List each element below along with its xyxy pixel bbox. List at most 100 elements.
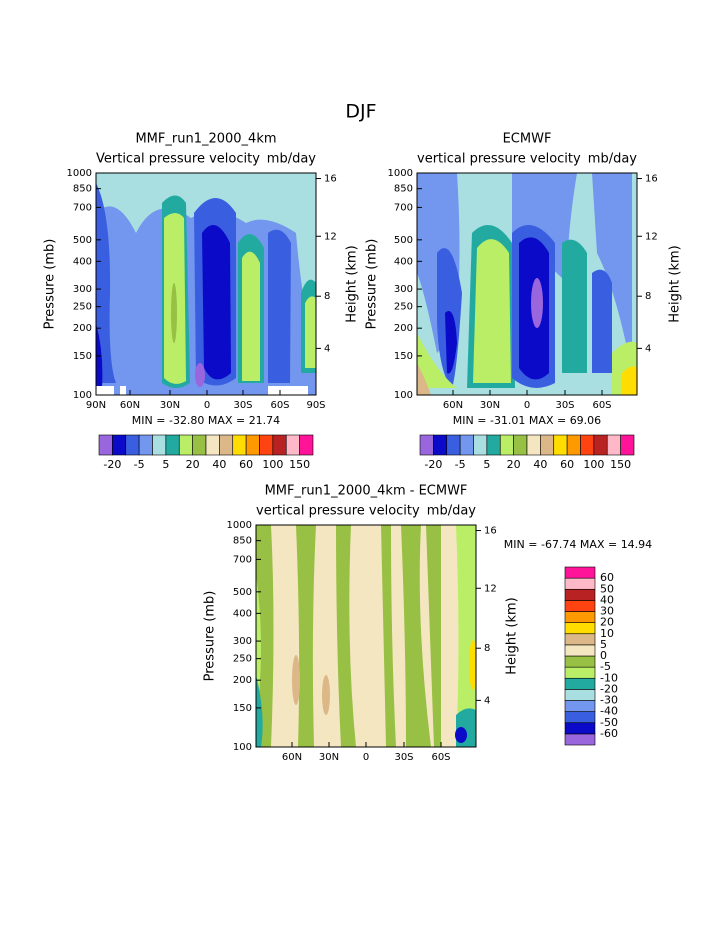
colorbar-box	[272, 434, 287, 456]
colorbar-box	[152, 434, 167, 456]
colorbar-box	[566, 434, 581, 456]
colorbar-box	[564, 689, 596, 701]
colorbar-label: 150	[289, 458, 310, 471]
y-tick-label: 300	[394, 284, 413, 295]
y-tick-label: 150	[233, 703, 252, 714]
panel-units: mb/day	[267, 152, 317, 167]
colorbar-box	[593, 434, 608, 456]
y-axis-label: Pressure (mb)	[365, 239, 380, 330]
contour-region	[242, 251, 260, 381]
y2-axis-label: Height (km)	[668, 245, 683, 322]
colorbar-box	[526, 434, 541, 456]
colorbar-box	[564, 644, 596, 657]
colorbar-box	[580, 434, 595, 456]
y-tick-label: 100	[73, 390, 92, 401]
colorbar-box	[564, 622, 596, 635]
colorbar-box	[564, 600, 596, 612]
y2-tick-label: 4	[645, 343, 651, 354]
colorbar-box	[446, 434, 461, 456]
colorbar-box	[245, 434, 260, 456]
colorbar-label: 40	[212, 458, 226, 471]
y-tick-label: 250	[73, 302, 92, 313]
contour-region	[268, 229, 291, 383]
contour-region	[531, 278, 543, 328]
colorbar-label: 150	[610, 458, 631, 471]
contour-region	[256, 525, 274, 747]
stats: MIN = -67.74 MAX = 14.94	[504, 538, 652, 551]
y-axis-label: Pressure (mb)	[203, 591, 218, 682]
contour-region	[469, 640, 476, 690]
colorbar-box	[473, 434, 488, 456]
y-tick-label: 1000	[227, 520, 252, 531]
y-tick-label: 250	[394, 302, 413, 313]
colorbar-label: 30	[600, 605, 614, 618]
y-tick-label: 300	[233, 636, 252, 647]
x-tick-label: 30N	[160, 400, 180, 411]
plot-frame	[95, 172, 317, 396]
colorbar-label: 5	[483, 458, 490, 471]
colorbar-label: 20	[186, 458, 200, 471]
x-tick-label: 30S	[233, 400, 252, 411]
contour-field	[256, 525, 476, 747]
colorbar-box	[125, 434, 140, 456]
contour-region	[445, 311, 457, 374]
stats: MIN = -32.80 MAX = 21.74	[132, 414, 280, 427]
contour-region	[202, 225, 231, 380]
colorbar-box	[419, 434, 434, 456]
colorbar-box	[433, 434, 448, 456]
colorbar-label: 60	[239, 458, 253, 471]
colorbar-box	[513, 434, 528, 456]
contour-region	[401, 525, 431, 747]
colorbar-label: 0	[600, 649, 607, 662]
colorbar-label: -20	[424, 458, 442, 471]
colorbar-box	[564, 677, 596, 690]
colorbar-box	[540, 434, 555, 456]
y2-tick-label: 4	[324, 343, 330, 354]
colorbar-box	[259, 434, 274, 456]
contour-region	[292, 655, 300, 705]
colorbar-label: 5	[162, 458, 169, 471]
colorbar-box	[564, 666, 596, 679]
colorbar-box	[299, 434, 314, 456]
y-tick-label: 700	[233, 554, 252, 565]
y2-tick-label: 4	[484, 695, 490, 706]
x-tick-label: 0	[204, 400, 210, 411]
y2-tick-label: 8	[645, 291, 651, 302]
y-tick-label: 200	[73, 323, 92, 334]
colorbar-label: 50	[600, 582, 614, 595]
y2-axis-label: Height (km)	[345, 245, 360, 322]
colorbar-box	[205, 434, 220, 456]
colorbar-box	[98, 434, 113, 456]
colorbar-label: 100	[583, 458, 604, 471]
contour-region	[512, 173, 577, 283]
x-tick-label: 60S	[592, 400, 611, 411]
colorbar-box	[219, 434, 234, 456]
contour-region	[296, 525, 316, 747]
panel-units: mb/day	[588, 152, 638, 167]
contour-region	[336, 525, 356, 747]
colorbar-box	[564, 733, 596, 746]
contour-region	[417, 333, 457, 388]
colorbar-box	[564, 711, 596, 724]
y-tick-label: 500	[233, 587, 252, 598]
x-tick-label: 60N	[120, 400, 140, 411]
y-axis-label: Pressure (mb)	[43, 239, 58, 330]
x-tick-label: 60S	[270, 400, 289, 411]
colorbar-label: -5	[455, 458, 466, 471]
y-tick-label: 100	[394, 390, 413, 401]
y-tick-label: 500	[394, 235, 413, 246]
contour-region	[96, 183, 116, 383]
contour-region	[592, 269, 612, 373]
x-tick-label: 60N	[443, 400, 463, 411]
colorbar-box	[285, 434, 300, 456]
colorbar-box	[499, 434, 514, 456]
y-tick-label: 300	[73, 284, 92, 295]
y2-tick-label: 16	[645, 174, 658, 185]
contour-region	[455, 727, 467, 743]
contour-region	[456, 525, 476, 747]
colorbar-label: 20	[600, 616, 614, 629]
colorbar-label: -10	[600, 671, 618, 684]
colorbar-label: -5	[600, 660, 611, 673]
contour-region	[592, 173, 632, 373]
panel-title: ECMWF	[503, 132, 552, 147]
